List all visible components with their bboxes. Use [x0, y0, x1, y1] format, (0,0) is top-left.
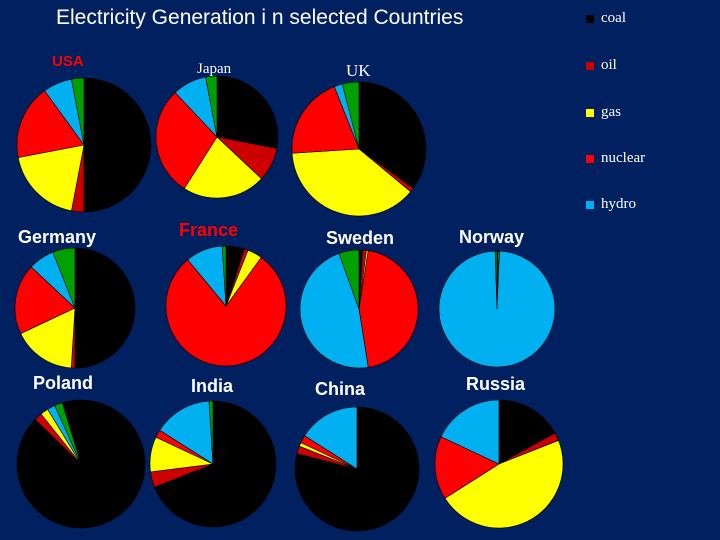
slice-sweden-other: [338, 249, 360, 310]
legend-label-coal: coal: [601, 10, 626, 26]
country-label-poland: Poland: [33, 373, 93, 393]
pie-norway: [438, 250, 556, 368]
legend-swatch-nuclear: [586, 155, 594, 163]
slice-russia-nuclear: [434, 436, 500, 499]
slice-china-hydro: [304, 406, 358, 470]
pie-france: [165, 245, 287, 367]
slice-germany-nuclear: [14, 266, 76, 334]
slice-usa-nuclear: [16, 90, 85, 158]
country-label-france: France: [179, 220, 238, 240]
pie-sweden: [299, 249, 419, 369]
slice-india-hydro: [159, 400, 214, 465]
legend-swatch-gas: [586, 109, 594, 117]
slice-usa-coal: [83, 77, 152, 213]
legend-label-hydro: hydro: [601, 196, 636, 212]
slice-germany-gas: [20, 307, 76, 369]
pie-uk: [291, 81, 427, 217]
slice-russia-gas: [444, 440, 564, 529]
slice-sweden-nuclear: [358, 250, 419, 368]
country-label-china: China: [315, 379, 366, 399]
country-label-uk: UK: [346, 61, 371, 80]
slice-russia-hydro: [440, 399, 500, 465]
legend-label-gas: gas: [601, 104, 621, 120]
slice-japan-other: [205, 75, 218, 138]
slice-japan-coal: [216, 75, 279, 149]
country-label-japan: Japan: [197, 61, 232, 77]
slice-poland-other: [54, 402, 82, 465]
slice-japan-gas: [183, 136, 262, 199]
slice-uk-coal: [358, 81, 427, 189]
slice-germany-coal: [74, 247, 136, 369]
pie-poland: [16, 399, 146, 529]
slice-india-coal: [154, 400, 277, 528]
pie-usa: [16, 77, 152, 213]
slice-france-nuclear: [165, 257, 287, 367]
pie-russia: [434, 399, 564, 529]
pie-germany: [14, 247, 136, 369]
legend-swatch-coal: [586, 15, 594, 23]
country-label-norway: Norway: [459, 227, 524, 247]
pie-china: [294, 406, 420, 532]
slice-japan-nuclear: [155, 92, 218, 189]
pie-india: [149, 400, 277, 528]
slice-russia-coal: [498, 399, 556, 465]
slice-germany-other: [52, 247, 76, 309]
legend-swatch-oil: [586, 62, 594, 70]
slice-uk-other: [341, 81, 360, 150]
country-label-usa: USA: [52, 53, 84, 70]
slice-norway-other: [494, 250, 498, 310]
legend-label-nuclear: nuclear: [601, 150, 646, 166]
slice-sweden-hydro: [299, 253, 369, 369]
slice-france-other: [221, 245, 227, 307]
country-label-india: India: [191, 376, 234, 396]
slice-usa-other: [71, 77, 85, 146]
country-label-russia: Russia: [466, 374, 526, 394]
slice-india-other: [208, 400, 214, 465]
slice-uk-gas: [291, 148, 412, 217]
page-title: Electricity Generation i n selected Coun…: [56, 6, 464, 29]
slice-uk-nuclear: [291, 86, 360, 154]
pie-japan: [155, 75, 279, 199]
legend-label-oil: oil: [601, 57, 617, 73]
slice-usa-gas: [17, 144, 85, 212]
country-label-germany: Germany: [18, 227, 96, 247]
legend-swatch-hydro: [586, 201, 594, 209]
country-label-sweden: Sweden: [326, 228, 394, 248]
